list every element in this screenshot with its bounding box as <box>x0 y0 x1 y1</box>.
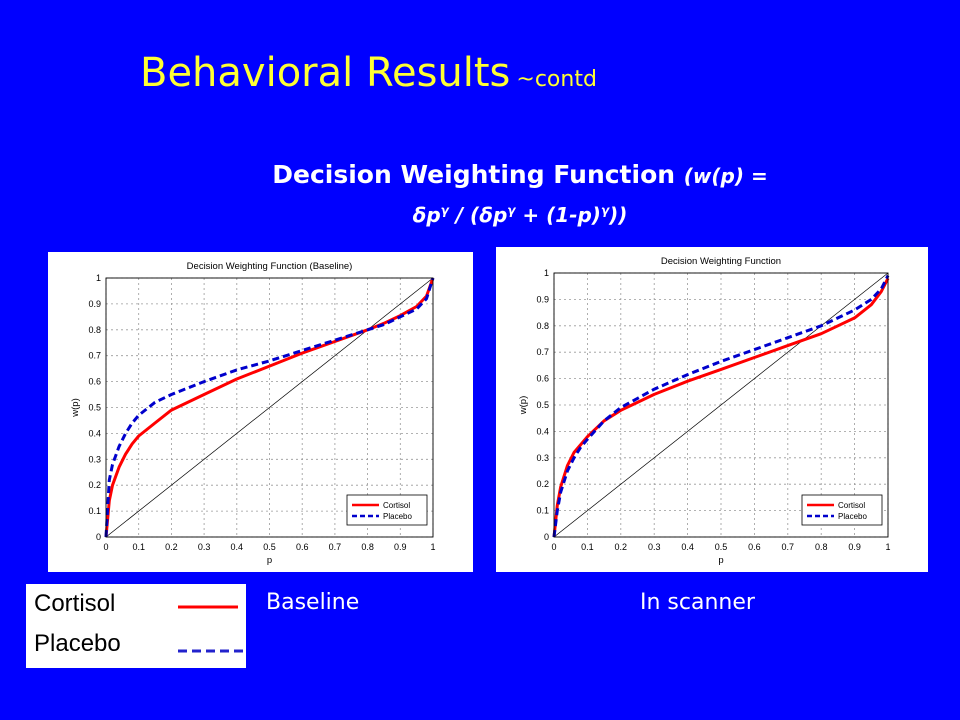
y-tick-label: 0.6 <box>88 377 101 387</box>
y-tick-label: 0.2 <box>536 479 549 489</box>
baseline-chart-panel: 0 0.1 0.2 0.3 0.4 0.5 0.6 0.7 0.8 0.9 1 0 0.1 0.2 0.3 0… <box>48 252 473 572</box>
x-tick-label: 0.3 <box>198 542 211 552</box>
x-tick-label: 0.8 <box>815 542 828 552</box>
y-tick-label: 0 <box>96 532 101 542</box>
y-tick-label: 0.8 <box>88 325 101 335</box>
y-tick-label: 0.4 <box>536 426 549 436</box>
chart-legend-label: Cortisol <box>838 501 865 510</box>
formula-part: + (1-p) <box>515 202 601 227</box>
x-tick-label: 0.4 <box>681 542 694 552</box>
y-tick-label: 0.3 <box>536 453 549 463</box>
x-tick-label: 0.2 <box>165 542 178 552</box>
subtitle-formula-lead: (w(p) = <box>683 164 768 188</box>
x-tick-label: 0.8 <box>361 542 374 552</box>
series-line-cortisol <box>552 277 890 538</box>
chart-legend-label: Placebo <box>383 512 412 521</box>
y-tick-label: 0.9 <box>88 299 101 309</box>
caption-scanner: In scanner <box>640 590 755 615</box>
slide-title: Behavioral Results ~contd <box>140 50 597 96</box>
subtitle-main: Decision Weighting Function <box>272 160 676 189</box>
chart-legend-label: Placebo <box>838 512 867 521</box>
legend-label-placebo: Placebo <box>34 630 121 657</box>
y-axis-label: w(p) <box>518 396 529 415</box>
x-tick-label: 0.6 <box>748 542 761 552</box>
x-axis-label: p <box>718 555 723 566</box>
y-tick-label: 0.4 <box>88 428 101 438</box>
x-tick-label: 0.9 <box>394 542 407 552</box>
series-line-placebo <box>552 274 890 538</box>
x-tick-label: 0.5 <box>715 542 728 552</box>
slide-title-suffix: ~contd <box>516 67 597 92</box>
y-tick-label: 0.7 <box>536 347 549 357</box>
subtitle-formula: δpγ / (δpγ + (1-p)γ)) <box>413 203 628 227</box>
y-tick-label: 0.5 <box>536 400 549 410</box>
chart-title: Decision Weighting Function (Baseline) <box>187 261 353 272</box>
caption-baseline: Baseline <box>266 590 360 615</box>
y-tick-label: 0.3 <box>88 454 101 464</box>
y-tick-label: 0.5 <box>88 403 101 413</box>
y-tick-label: 0 <box>544 532 549 542</box>
x-tick-label: 0.7 <box>782 542 795 552</box>
y-tick-label: 0.8 <box>536 321 549 331</box>
x-tick-label: 0.5 <box>263 542 276 552</box>
x-tick-label: 0.6 <box>296 542 309 552</box>
y-tick-label: 0.7 <box>88 351 101 361</box>
y-tick-label: 0.6 <box>536 374 549 384</box>
y-tick-label: 0.9 <box>536 294 549 304</box>
formula-exponent: γ <box>440 203 449 217</box>
plot-frame <box>553 272 889 538</box>
chart-title: Decision Weighting Function <box>661 256 781 267</box>
x-tick-label: 0.4 <box>231 542 244 552</box>
x-tick-label: 0 <box>103 542 108 552</box>
formula-part: / (δp <box>448 202 508 227</box>
chart-subtitle: Decision Weighting Function (w(p) = δpγ … <box>200 158 840 232</box>
x-tick-label: 0.7 <box>329 542 342 552</box>
formula-part: )) <box>609 202 628 227</box>
x-tick-label: 0.9 <box>848 542 861 552</box>
scanner-chart: 0 0.1 0.2 0.3 0.4 0.5 0.6 0.7 0.8 0.9 1 0 0.1 0.2 0.3 0… <box>518 256 891 566</box>
baseline-chart: 0 0.1 0.2 0.3 0.4 0.5 0.6 0.7 0.8 0.9 1 0 0.1 0.2 0.3 0… <box>70 261 436 566</box>
series-line-placebo <box>104 277 435 538</box>
chart-legend-label: Cortisol <box>383 501 410 510</box>
identity-line <box>105 277 434 538</box>
plot-frame <box>105 277 434 538</box>
chart-legend-box <box>346 494 428 526</box>
y-tick-label: 0.1 <box>88 506 101 516</box>
y-tick-label: 0.1 <box>536 506 549 516</box>
formula-exponent: γ <box>507 203 516 217</box>
x-tick-label: 1 <box>885 542 890 552</box>
x-axis-label: p <box>267 555 272 566</box>
identity-line <box>553 272 889 538</box>
legend-label-cortisol: Cortisol <box>34 590 116 617</box>
x-tick-label: 0.1 <box>581 542 594 552</box>
slide-title-text: Behavioral Results <box>140 50 511 96</box>
x-tick-label: 0 <box>551 542 556 552</box>
x-tick-label: 0.1 <box>132 542 145 552</box>
formula-exponent: γ <box>600 203 610 217</box>
legend-swatches <box>178 605 246 653</box>
y-tick-label: 0.2 <box>88 480 101 490</box>
y-tick-label: 1 <box>544 268 549 278</box>
x-tick-label: 1 <box>430 542 435 552</box>
chart-legend-box <box>801 494 883 526</box>
scanner-chart-panel: 0 0.1 0.2 0.3 0.4 0.5 0.6 0.7 0.8 0.9 1 0 0.1 0.2 0.3 0… <box>496 247 928 572</box>
y-axis-label: w(p) <box>70 398 81 417</box>
slide-legend: Cortisol Placebo <box>26 584 246 668</box>
y-tick-label: 1 <box>96 273 101 283</box>
x-tick-label: 0.2 <box>615 542 628 552</box>
x-tick-label: 0.3 <box>648 542 661 552</box>
formula-part: δp <box>412 202 441 227</box>
